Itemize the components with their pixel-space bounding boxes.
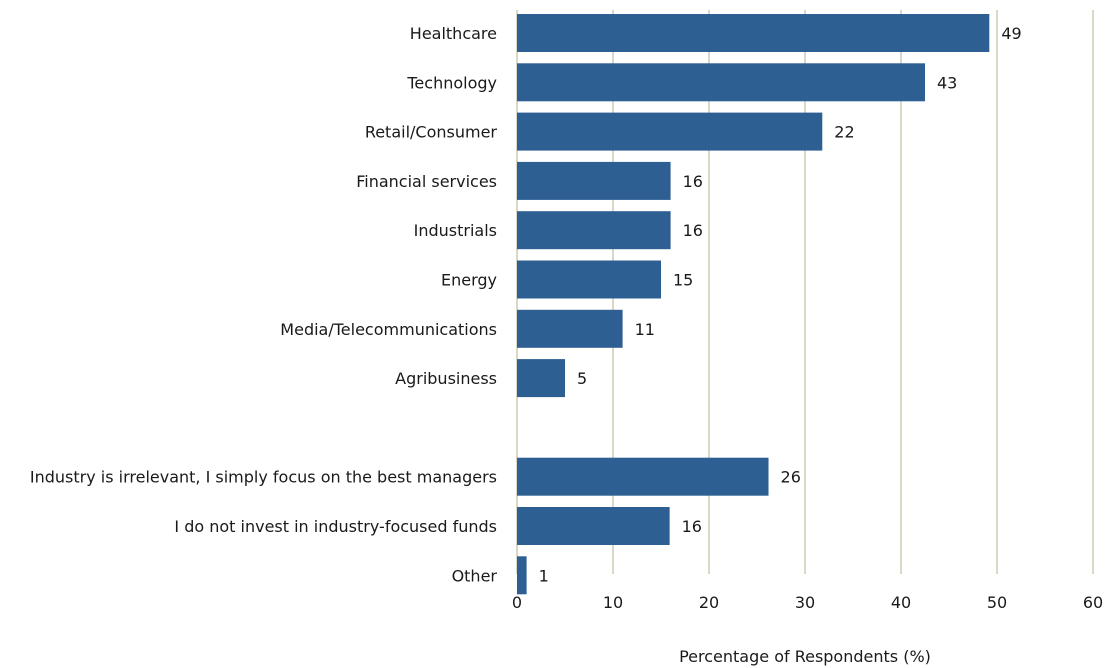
data-label: 43 bbox=[937, 73, 957, 92]
x-tick-label-30: 30 bbox=[795, 593, 815, 612]
grid-layer bbox=[516, 10, 1094, 574]
bar bbox=[517, 507, 670, 545]
x-tick-label-60: 60 bbox=[1083, 593, 1103, 612]
data-label: 11 bbox=[635, 320, 655, 339]
bar bbox=[517, 359, 565, 398]
bar bbox=[517, 457, 769, 496]
data-label: 5 bbox=[577, 369, 587, 388]
data-label: 22 bbox=[834, 123, 854, 142]
category-label: Energy bbox=[441, 271, 497, 290]
bar-layer bbox=[517, 14, 990, 595]
x-tick-label-40: 40 bbox=[891, 593, 911, 612]
x-tick-label-0: 0 bbox=[512, 593, 522, 612]
category-label: Agribusiness bbox=[395, 369, 497, 388]
x-axis-title: Percentage of Respondents (%) bbox=[679, 647, 931, 666]
category-label: Healthcare bbox=[410, 24, 497, 43]
bar bbox=[517, 309, 623, 348]
data-label: 16 bbox=[683, 172, 703, 191]
bar bbox=[517, 556, 527, 595]
x-tick-label-10: 10 bbox=[603, 593, 623, 612]
bar bbox=[517, 63, 925, 102]
data-label: 49 bbox=[1001, 24, 1021, 43]
category-label: Media/Telecommunications bbox=[280, 320, 497, 339]
x-tick-label-50: 50 bbox=[987, 593, 1007, 612]
bar bbox=[517, 112, 823, 151]
bar bbox=[517, 211, 671, 250]
data-label: 16 bbox=[683, 221, 703, 240]
data-label: 16 bbox=[682, 517, 702, 536]
category-label: Technology bbox=[406, 73, 497, 92]
bar bbox=[517, 14, 990, 52]
category-label: Other bbox=[452, 566, 498, 585]
data-label: 26 bbox=[781, 468, 801, 487]
bar bbox=[517, 161, 671, 200]
category-label: Industry is irrelevant, I simply focus o… bbox=[30, 468, 497, 487]
data-label: 1 bbox=[539, 566, 549, 585]
category-label: Retail/Consumer bbox=[365, 123, 498, 142]
x-tick-label-20: 20 bbox=[699, 593, 719, 612]
bar bbox=[517, 260, 661, 299]
label-layer: 0 10 20 30 40 50 60 Healthcare 49 Technology 43 Ret… bbox=[30, 24, 1103, 612]
category-label: Industrials bbox=[414, 221, 497, 240]
data-label: 15 bbox=[673, 271, 693, 290]
category-label: I do not invest in industry-focused fund… bbox=[174, 517, 497, 536]
category-label: Financial services bbox=[356, 172, 497, 191]
